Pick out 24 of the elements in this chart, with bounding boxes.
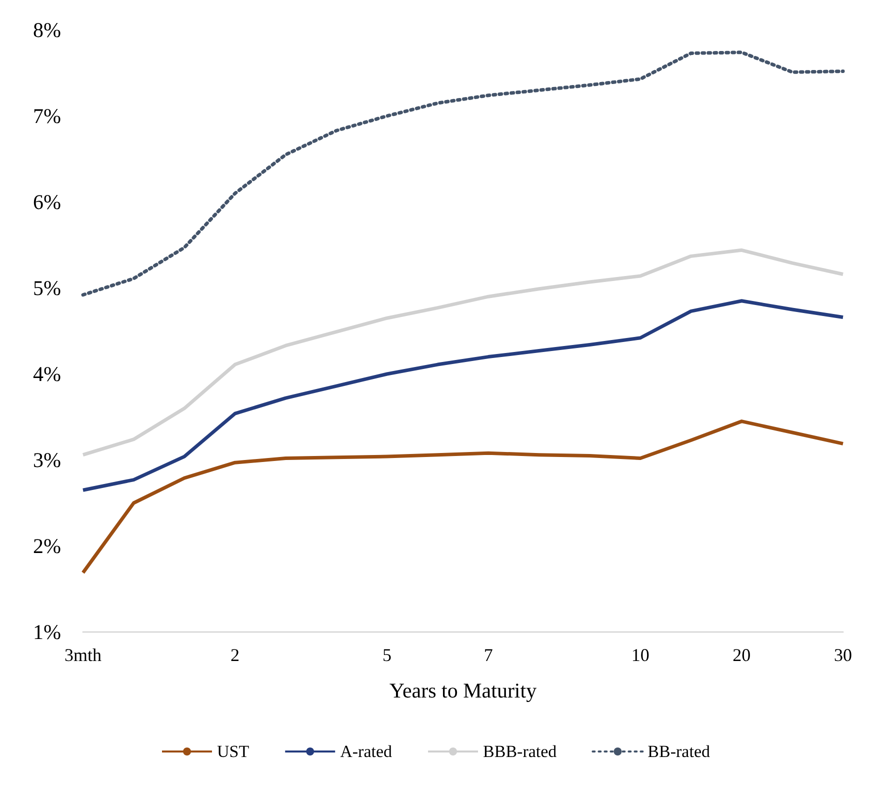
x-tick-label: 10 [631, 645, 650, 665]
y-tick-label: 4% [33, 362, 61, 386]
line-series [81, 420, 845, 574]
x-tick-label: 2 [230, 645, 240, 665]
legend-label: BB-rated [648, 742, 710, 761]
x-tick-label: 5 [382, 645, 392, 665]
x-axis-title: Years to Maturity [389, 678, 538, 702]
y-tick-label: 1% [33, 620, 61, 644]
line-series [81, 50, 845, 297]
line-series [81, 248, 845, 457]
y-tick-label: 3% [33, 448, 61, 472]
x-tick-label: 7 [484, 645, 493, 665]
x-tick-label: 20 [732, 645, 751, 665]
legend-label: UST [217, 742, 250, 761]
y-tick-label: 6% [33, 190, 61, 214]
x-tick-label: 3mth [64, 645, 102, 665]
y-tick-label: 7% [33, 104, 61, 128]
legend-label: A-rated [340, 742, 393, 761]
y-tick-label: 8% [33, 18, 61, 42]
y-tick-label: 5% [33, 276, 61, 300]
y-tick-label: 2% [33, 534, 61, 558]
line-series [81, 299, 845, 492]
legend-label: BBB-rated [483, 742, 558, 761]
x-tick-label: 30 [834, 645, 852, 665]
